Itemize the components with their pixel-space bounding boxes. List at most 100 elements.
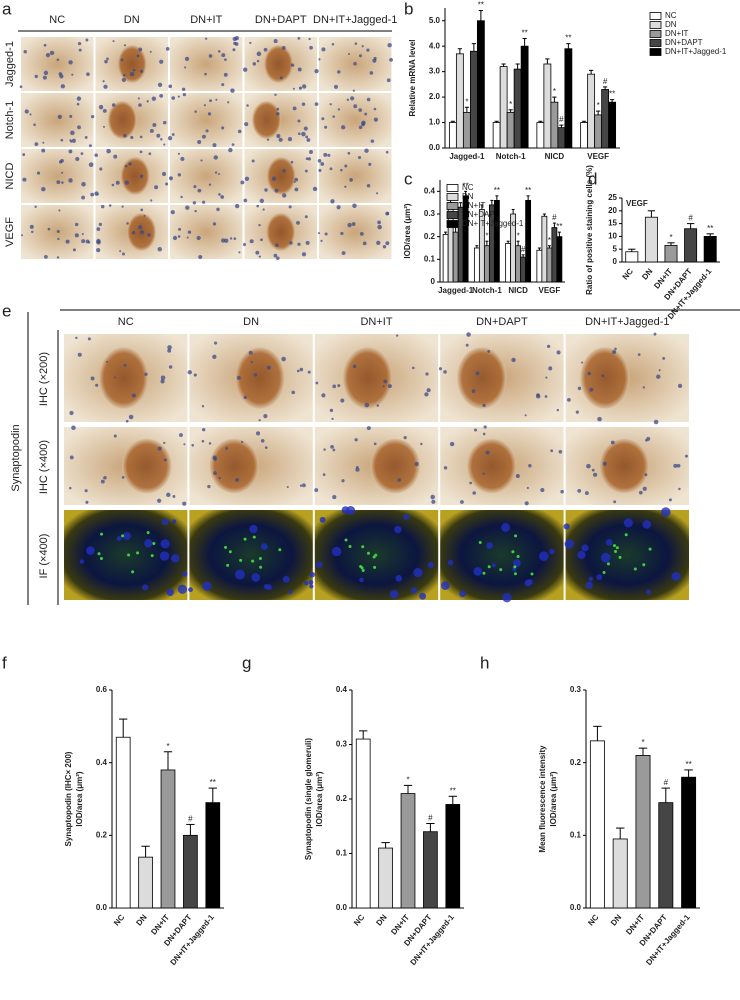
y-tick-label: 0.3 [570,685,582,694]
nucleus [586,463,591,469]
nucleus [22,177,27,182]
nucleus [296,220,300,225]
glomerulus [599,438,649,494]
panel-label: f [2,653,7,672]
nucleus [368,162,372,166]
nucleus [144,539,153,548]
row-label: Jagged-1 [4,41,16,87]
nucleus [165,182,169,186]
bar [515,245,522,283]
significance-mark: * [669,233,672,242]
nucleus [143,214,146,217]
nucleus [410,587,418,594]
y-tick-label: 0.4 [424,186,436,195]
nucleus [60,158,64,163]
nucleus [294,187,299,192]
bar [492,122,501,149]
nucleus [602,461,607,466]
nucleus [218,193,221,196]
nucleus [61,171,64,174]
bar [550,101,559,149]
micrograph [317,203,392,259]
nucleus [70,130,75,136]
nucleus [685,454,688,458]
nucleus [278,137,283,142]
nucleus [162,120,167,125]
nucleus [581,544,589,552]
nucleus [487,349,491,353]
nucleus [424,392,429,397]
nucleus [221,83,225,87]
micrograph [64,334,188,423]
nucleus [238,251,241,254]
nucleus [324,232,328,236]
nucleus [19,85,23,89]
glomerulus [120,157,150,195]
nucleus [331,546,342,557]
y-tick-label: 0.2 [570,758,582,767]
nucleus [351,222,356,226]
nucleus [646,436,651,441]
nucleus [281,356,286,362]
nucleus [317,232,321,235]
nucleus [309,571,316,578]
micrograph-bg [319,93,392,147]
micrograph [95,204,168,259]
nucleus [377,224,382,230]
y-tick-label: 0.1 [336,849,348,858]
nucleus [132,68,136,72]
nucleus [90,376,95,381]
nucleus [301,84,307,89]
x-tick-label: DN+IT [624,913,646,937]
nucleus [157,498,162,503]
nucleus [483,425,487,429]
nucleus [366,48,370,52]
nucleus [364,148,369,153]
podocyte-signal [136,551,140,555]
nucleus [564,539,574,549]
nucleus [344,185,347,188]
nucleus [258,223,261,227]
nucleus [304,215,308,219]
nucleus [182,92,186,97]
bar [525,199,532,283]
podocyte-signal [97,552,101,556]
nucleus [297,119,301,123]
nucleus [352,203,357,208]
nucleus [613,500,617,504]
bar [455,53,464,149]
nucleus [309,584,314,589]
nucleus [208,54,213,58]
significance-mark: ** [609,90,615,99]
nucleus [671,571,681,581]
nucleus [593,472,598,477]
chart-title: VEGF [626,199,648,208]
bar [684,228,698,263]
bar [612,838,628,909]
significance-mark: ** [478,1,484,10]
nucleus [138,225,143,230]
nucleus [413,568,423,578]
nucleus [184,66,187,69]
nucleus [88,144,92,148]
bar [541,215,548,283]
glomerulus [342,347,393,409]
nucleus [425,372,429,376]
nucleus [161,518,169,526]
nucleus [471,389,476,393]
nucleus [177,235,181,238]
nucleus [60,84,66,89]
nucleus [501,523,510,532]
bar [625,251,639,263]
x-tick-label: Jagged-1 [438,286,474,295]
nucleus [324,125,328,129]
column-header: DN+IT [360,316,392,328]
podocyte-signal [478,541,482,545]
nucleus [159,59,164,64]
nucleus [491,563,496,568]
bar [601,89,610,149]
nucleus [431,499,436,504]
nucleus [556,350,561,355]
nucleus [260,238,263,242]
nucleus [443,466,448,470]
